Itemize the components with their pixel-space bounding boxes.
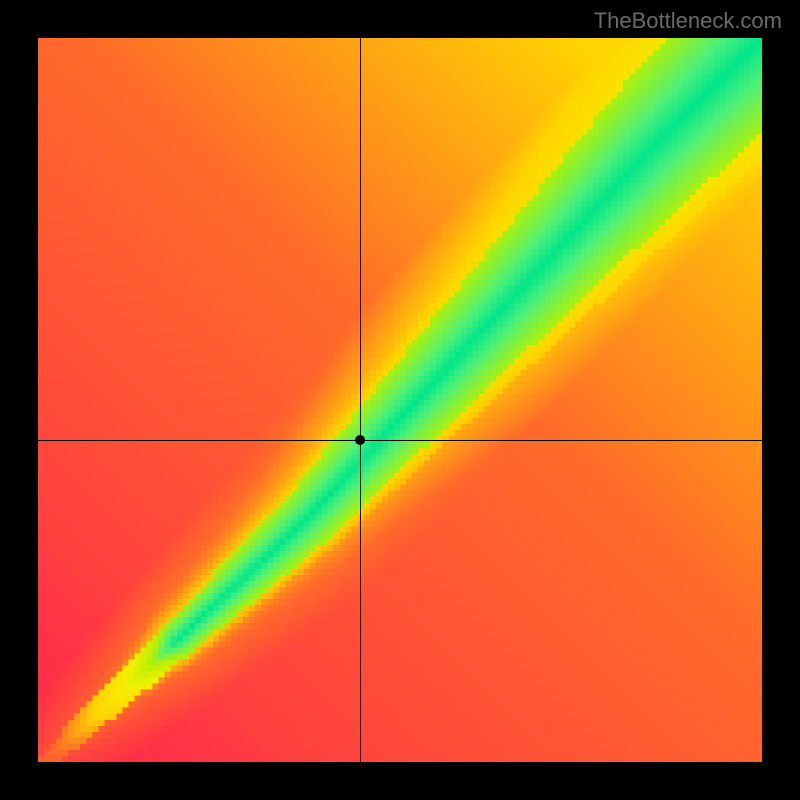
watermark-text: TheBottleneck.com [594,8,782,34]
crosshair-horizontal [38,440,762,441]
crosshair-vertical [360,38,361,762]
heatmap-canvas [38,38,762,762]
plot-area [38,38,762,762]
data-point-marker [355,435,365,445]
